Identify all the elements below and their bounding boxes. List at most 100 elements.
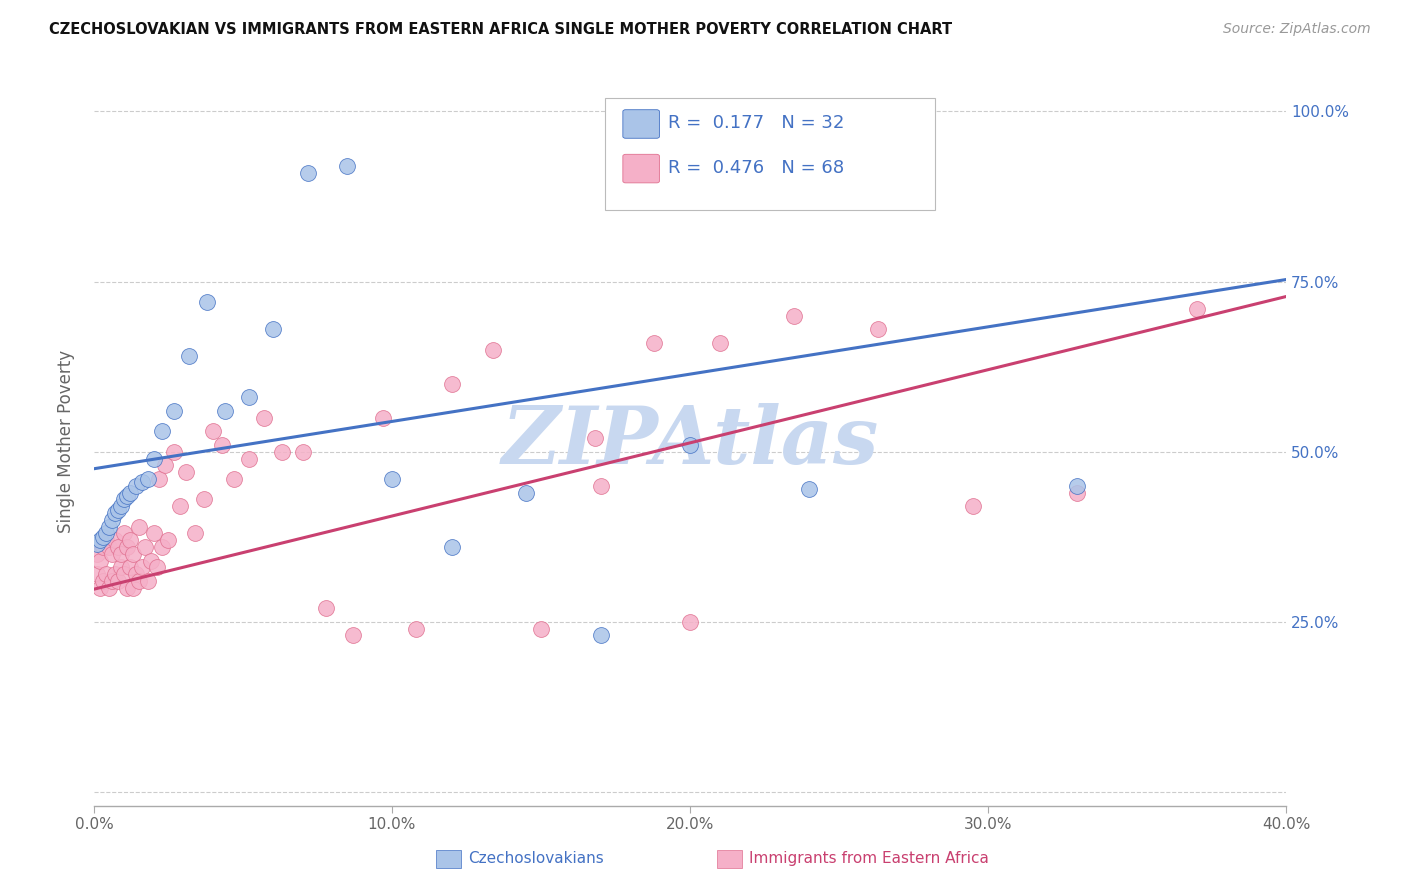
- Point: [94, 567, 117, 582]
- Point: [962, 499, 984, 513]
- Point: [262, 322, 284, 336]
- Point: [86, 567, 108, 582]
- Point: [97, 581, 120, 595]
- Point: [155, 458, 177, 473]
- Point: [124, 479, 146, 493]
- Point: [1066, 479, 1088, 493]
- Point: [371, 410, 394, 425]
- Point: [97, 540, 120, 554]
- Point: [104, 506, 127, 520]
- Point: [142, 526, 165, 541]
- Point: [214, 404, 236, 418]
- Point: [405, 622, 427, 636]
- Point: [86, 547, 108, 561]
- Point: [163, 444, 186, 458]
- Point: [440, 376, 463, 391]
- Point: [110, 560, 132, 574]
- Point: [176, 465, 198, 479]
- Point: [184, 526, 207, 541]
- Point: [107, 502, 129, 516]
- Point: [643, 335, 665, 350]
- Point: [297, 166, 319, 180]
- Point: [139, 553, 162, 567]
- Point: [121, 581, 143, 595]
- Point: [101, 574, 124, 588]
- Point: [115, 581, 138, 595]
- Point: [336, 159, 359, 173]
- Point: [530, 622, 553, 636]
- Point: [94, 526, 117, 541]
- Point: [145, 560, 167, 574]
- Point: [152, 540, 174, 554]
- Point: [211, 438, 233, 452]
- Point: [589, 479, 612, 493]
- Point: [115, 540, 138, 554]
- Point: [193, 492, 215, 507]
- Point: [112, 492, 135, 507]
- Point: [142, 451, 165, 466]
- Text: Source: ZipAtlas.com: Source: ZipAtlas.com: [1223, 22, 1371, 37]
- Point: [1185, 301, 1208, 316]
- Point: [97, 519, 120, 533]
- Point: [679, 615, 702, 629]
- Point: [709, 335, 731, 350]
- Point: [253, 410, 276, 425]
- Point: [107, 574, 129, 588]
- Point: [104, 567, 127, 582]
- Point: [291, 444, 314, 458]
- Point: [131, 475, 153, 490]
- Point: [589, 628, 612, 642]
- Point: [131, 560, 153, 574]
- Point: [91, 574, 114, 588]
- Text: CZECHOSLOVAKIAN VS IMMIGRANTS FROM EASTERN AFRICA SINGLE MOTHER POVERTY CORRELAT: CZECHOSLOVAKIAN VS IMMIGRANTS FROM EASTE…: [49, 22, 952, 37]
- Point: [128, 574, 150, 588]
- Text: ZIPAtlas: ZIPAtlas: [502, 403, 879, 480]
- Point: [238, 390, 260, 404]
- Point: [136, 472, 159, 486]
- Y-axis label: Single Mother Poverty: Single Mother Poverty: [58, 350, 75, 533]
- Point: [89, 533, 111, 548]
- Point: [112, 567, 135, 582]
- Point: [1066, 485, 1088, 500]
- Point: [169, 499, 191, 513]
- Point: [91, 540, 114, 554]
- Point: [148, 472, 170, 486]
- Point: [315, 601, 337, 615]
- Text: Immigrants from Eastern Africa: Immigrants from Eastern Africa: [749, 852, 990, 866]
- Point: [121, 547, 143, 561]
- Point: [136, 574, 159, 588]
- Point: [866, 322, 889, 336]
- Point: [440, 540, 463, 554]
- Point: [783, 309, 806, 323]
- Point: [124, 567, 146, 582]
- Point: [110, 499, 132, 513]
- Point: [163, 404, 186, 418]
- Point: [118, 485, 141, 500]
- Point: [104, 533, 127, 548]
- Point: [101, 547, 124, 561]
- Point: [583, 431, 606, 445]
- Point: [342, 628, 364, 642]
- Point: [797, 482, 820, 496]
- Point: [202, 425, 225, 439]
- Point: [482, 343, 505, 357]
- Point: [101, 513, 124, 527]
- Point: [89, 581, 111, 595]
- Point: [94, 533, 117, 548]
- Text: Czechoslovakians: Czechoslovakians: [468, 852, 605, 866]
- Text: R =  0.476   N = 68: R = 0.476 N = 68: [668, 159, 844, 177]
- Point: [195, 295, 218, 310]
- Point: [115, 489, 138, 503]
- Point: [515, 485, 537, 500]
- Point: [270, 444, 292, 458]
- Point: [107, 540, 129, 554]
- Text: R =  0.177   N = 32: R = 0.177 N = 32: [668, 114, 844, 132]
- Point: [128, 519, 150, 533]
- Point: [152, 425, 174, 439]
- Point: [110, 547, 132, 561]
- Point: [381, 472, 404, 486]
- Point: [679, 438, 702, 452]
- Point: [112, 526, 135, 541]
- Point: [238, 451, 260, 466]
- Point: [86, 536, 108, 550]
